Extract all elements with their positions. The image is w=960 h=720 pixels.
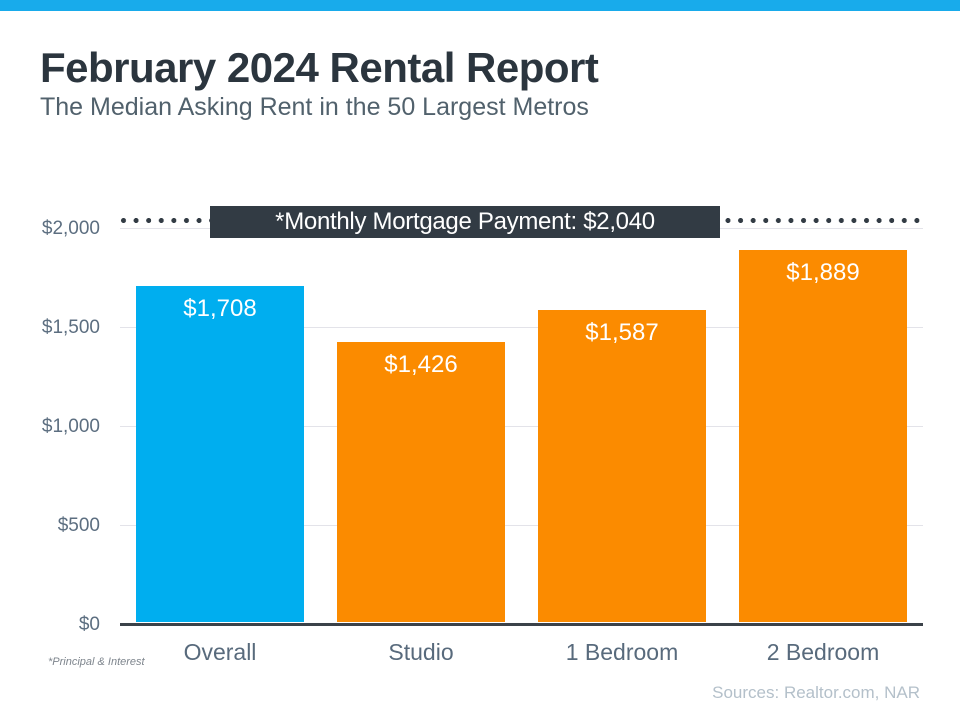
top-accent-bar bbox=[0, 0, 960, 11]
bar-value-label: $1,889 bbox=[786, 258, 860, 286]
bar-2-bedroom bbox=[739, 249, 907, 622]
y-axis-tick-label: $500 bbox=[57, 515, 100, 536]
footnote-principal-interest: *Principal & Interest bbox=[48, 656, 145, 668]
sources-attribution: Sources: Realtor.com, NAR bbox=[712, 683, 920, 702]
y-axis-tick-label: $2,000 bbox=[41, 218, 100, 239]
bar-value-label: $1,587 bbox=[585, 318, 659, 346]
mortgage-reference-text: *Monthly Mortgage Payment: $2,040 bbox=[275, 208, 655, 235]
y-axis-tick-label: $0 bbox=[78, 614, 100, 635]
x-axis-category-label: 2 Bedroom bbox=[766, 639, 880, 665]
mortgage-reference-label: *Monthly Mortgage Payment: $2,040 bbox=[210, 206, 720, 238]
gridline-500 bbox=[120, 525, 923, 526]
page-subtitle: The Median Asking Rent in the 50 Largest… bbox=[40, 93, 589, 121]
y-axis-tick-label: $1,500 bbox=[41, 317, 100, 338]
bar-1-bedroom bbox=[538, 309, 706, 622]
bar-value-label: $1,426 bbox=[384, 350, 458, 378]
gridline-1000 bbox=[120, 426, 923, 427]
x-axis-line bbox=[120, 623, 923, 626]
gridline-1500 bbox=[120, 327, 923, 328]
x-axis-category-label: 1 Bedroom bbox=[565, 639, 679, 665]
bar-value-label: $1,708 bbox=[183, 294, 257, 322]
x-axis-category-label: Overall bbox=[183, 639, 257, 665]
bar-overall bbox=[136, 285, 304, 622]
page-title: February 2024 Rental Report bbox=[40, 44, 599, 91]
bar-studio bbox=[337, 341, 505, 622]
y-axis-tick-label: $1,000 bbox=[41, 416, 100, 437]
x-axis-category-label: Studio bbox=[388, 639, 454, 665]
